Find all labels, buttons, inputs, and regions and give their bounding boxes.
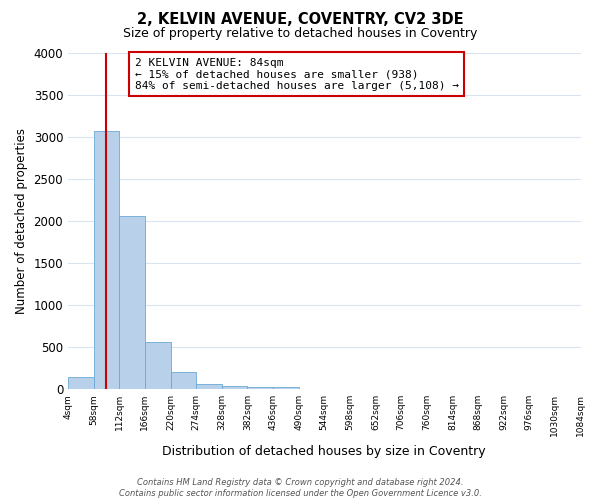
Bar <box>145 342 170 389</box>
Text: Size of property relative to detached houses in Coventry: Size of property relative to detached ho… <box>123 28 477 40</box>
Text: 2, KELVIN AVENUE, COVENTRY, CV2 3DE: 2, KELVIN AVENUE, COVENTRY, CV2 3DE <box>137 12 463 28</box>
Bar <box>222 386 247 389</box>
Text: 2 KELVIN AVENUE: 84sqm
← 15% of detached houses are smaller (938)
84% of semi-de: 2 KELVIN AVENUE: 84sqm ← 15% of detached… <box>134 58 458 91</box>
Bar <box>68 376 94 389</box>
Bar <box>170 372 196 389</box>
Text: Contains HM Land Registry data © Crown copyright and database right 2024.
Contai: Contains HM Land Registry data © Crown c… <box>119 478 481 498</box>
Bar <box>247 386 273 389</box>
Bar <box>196 384 222 389</box>
Bar <box>94 131 119 389</box>
Y-axis label: Number of detached properties: Number of detached properties <box>15 128 28 314</box>
Bar <box>273 388 299 389</box>
X-axis label: Distribution of detached houses by size in Coventry: Distribution of detached houses by size … <box>163 444 486 458</box>
Bar <box>119 216 145 389</box>
